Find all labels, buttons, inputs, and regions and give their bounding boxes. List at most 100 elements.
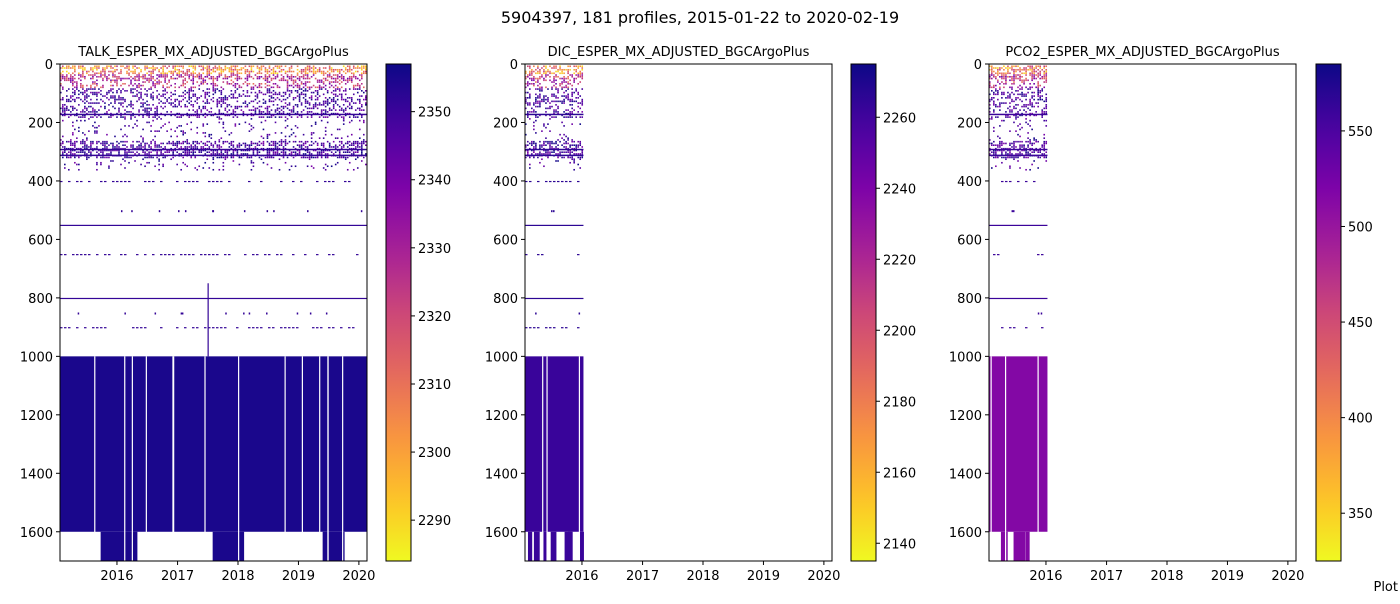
heatmap-cell [268,149,271,152]
heatmap-cell [999,144,1001,146]
heatmap-cell [76,163,78,166]
heatmap-cell [234,125,237,127]
heatmap-cell [995,144,997,146]
heatmap-cell [76,112,78,115]
heatmap-cell [160,151,162,154]
heatmap-cell [563,116,565,118]
heatmap-cell [262,77,265,80]
heatmap-cell [132,140,134,143]
heatmap-cell [292,111,295,113]
heatmap-cell [328,109,331,111]
heatmap-cell [234,83,237,85]
heatmap-cell [194,146,197,148]
heatmap-cell [298,114,301,117]
heatmap-cell [208,147,211,150]
heatmap-cell [525,75,527,78]
heatmap-cell [336,88,339,90]
heatmap-cell [997,91,999,94]
heatmap-cell [551,105,553,108]
heatmap-cell [304,142,307,145]
heatmap-cell [352,75,355,78]
heatmap-cell [132,126,134,129]
heatmap-cell [262,137,265,139]
heatmap-cell [126,77,128,80]
heatmap-cell [997,74,999,76]
heatmap-cell [296,74,299,76]
depth-dash [208,180,211,183]
heatmap-cell [274,151,277,154]
heatmap-cell [240,68,243,71]
heatmap-cell [66,90,68,92]
heatmap-cell [282,98,285,101]
heatmap-cell [529,83,531,85]
heatmap-cell [324,84,327,87]
heatmap-cell [62,114,64,117]
heatmap-cell [1015,112,1017,115]
heatmap-cell [298,146,301,148]
heatmap-cell [198,77,201,80]
heatmap-cell [320,156,323,159]
heatmap-cell [150,86,152,89]
heatmap-cell [1009,167,1011,169]
heatmap-cell [220,112,223,115]
heatmap-cell [168,81,170,83]
heatmap-cell [66,65,68,68]
heatmap-cell [138,79,140,82]
heatmap-cell [62,77,64,80]
heatmap-cell [1029,142,1031,145]
heatmap-cell [1001,119,1003,122]
heatmap-cell [322,109,325,111]
heatmap-cell [84,140,86,143]
heatmap-cell [579,65,582,68]
heatmap-cell [557,100,559,103]
heatmap-cell [1007,67,1009,69]
heatmap-cell [1043,119,1046,122]
heatmap-cell [230,70,233,73]
heatmap-cell [96,146,98,148]
heatmap-cell [543,144,545,146]
heatmap-cell [240,153,243,155]
heatmap-cell [120,104,122,106]
heatmap-cell [1029,86,1031,89]
heatmap-cell [525,102,527,104]
heatmap-cell [1029,74,1031,76]
heatmap-cell [72,81,74,83]
heatmap-cell [995,67,997,69]
heatmap-cell [64,104,66,106]
heatmap-cell [280,112,283,115]
heatmap-cell [114,98,116,101]
heatmap-cell [306,151,309,154]
heatmap-cell [90,105,92,108]
heatmap-cell [184,90,187,92]
heatmap-cell [74,67,76,69]
heatmap-cell [320,104,323,106]
heatmap-cell [168,140,170,143]
heatmap-cell [1013,142,1015,145]
heatmap-cell [214,77,217,80]
heatmap-cell [304,77,307,80]
heatmap-cell [322,151,325,154]
heatmap-cell [156,77,158,80]
heatmap-cell [246,147,249,150]
heatmap-cell [324,100,327,103]
heatmap-cell [228,114,231,117]
heatmap-cell [535,100,537,103]
heatmap-cell [88,105,90,108]
heatmap-cell [148,153,150,155]
heatmap-cell [565,142,567,145]
heatmap-cell [148,81,150,83]
heatmap-cell [190,151,193,154]
heatmap-cell [162,84,164,87]
heatmap-cell [234,114,237,117]
heatmap-cell [74,153,76,155]
heatmap-cell [152,104,154,106]
heatmap-cell [1037,84,1039,87]
heatmap-cell [308,97,311,99]
heatmap-cell [322,116,325,118]
heatmap-cell [62,119,64,122]
depth-dash [188,254,191,256]
heatmap-cell [260,65,263,68]
heatmap-cell [1023,83,1025,85]
heatmap-cell [527,81,529,83]
